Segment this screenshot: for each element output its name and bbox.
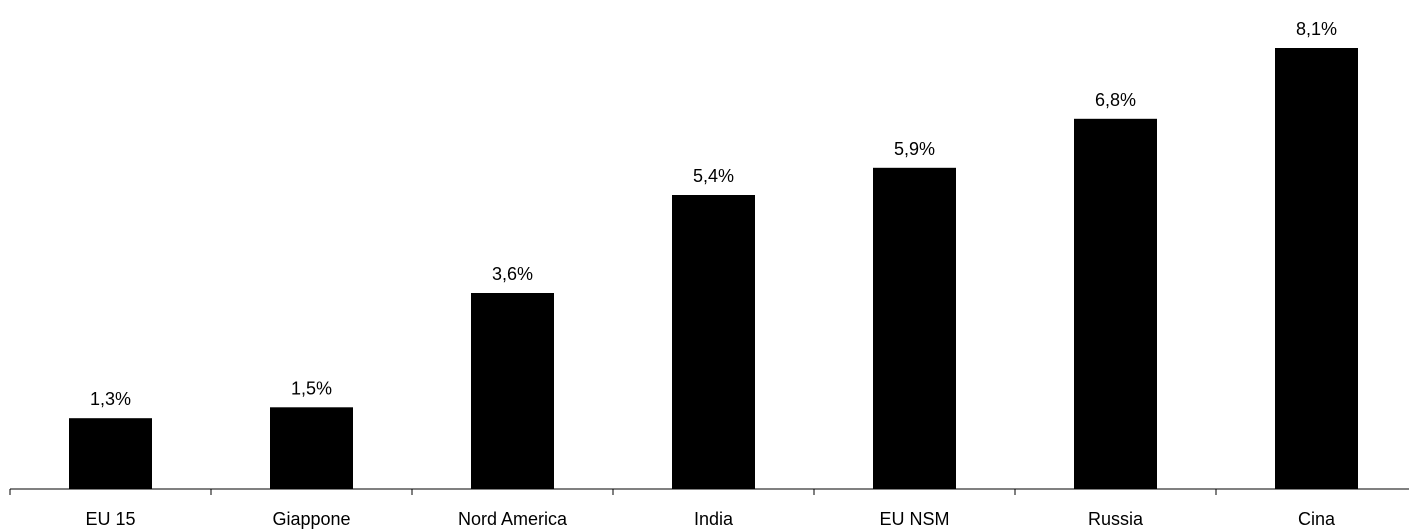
value-label: 3,6% <box>492 264 533 284</box>
x-axis <box>9 488 1409 495</box>
category-label: Russia <box>1088 509 1144 529</box>
bar-eu-15 <box>69 418 152 489</box>
category-label: Nord America <box>458 509 568 529</box>
bar-india <box>672 195 755 489</box>
bar-nord-america <box>471 293 554 489</box>
bar-russia <box>1074 118 1157 490</box>
category-label: Cina <box>1298 509 1336 529</box>
category-label: EU NSM <box>879 509 949 529</box>
value-label: 1,5% <box>291 378 332 398</box>
value-label: 5,4% <box>693 166 734 186</box>
category-label: Giappone <box>272 509 350 529</box>
value-label: 1,3% <box>90 389 131 409</box>
bar-cina <box>1275 48 1358 489</box>
category-label: EU 15 <box>85 509 135 529</box>
value-label: 5,9% <box>894 139 935 159</box>
bars-group <box>69 48 1358 490</box>
bar-giappone <box>270 407 353 489</box>
value-label: 6,8% <box>1095 90 1136 110</box>
category-label: India <box>694 509 734 529</box>
bar-eu-nsm <box>873 167 956 490</box>
value-label: 8,1% <box>1296 19 1337 39</box>
category-labels-group: EU 15 Giappone Nord America India EU NSM Russ… <box>85 509 1336 529</box>
value-labels-group: 1,3% 1,5% 3,6% 5,4% 5,9% 6,8% 8,1% <box>90 19 1337 409</box>
